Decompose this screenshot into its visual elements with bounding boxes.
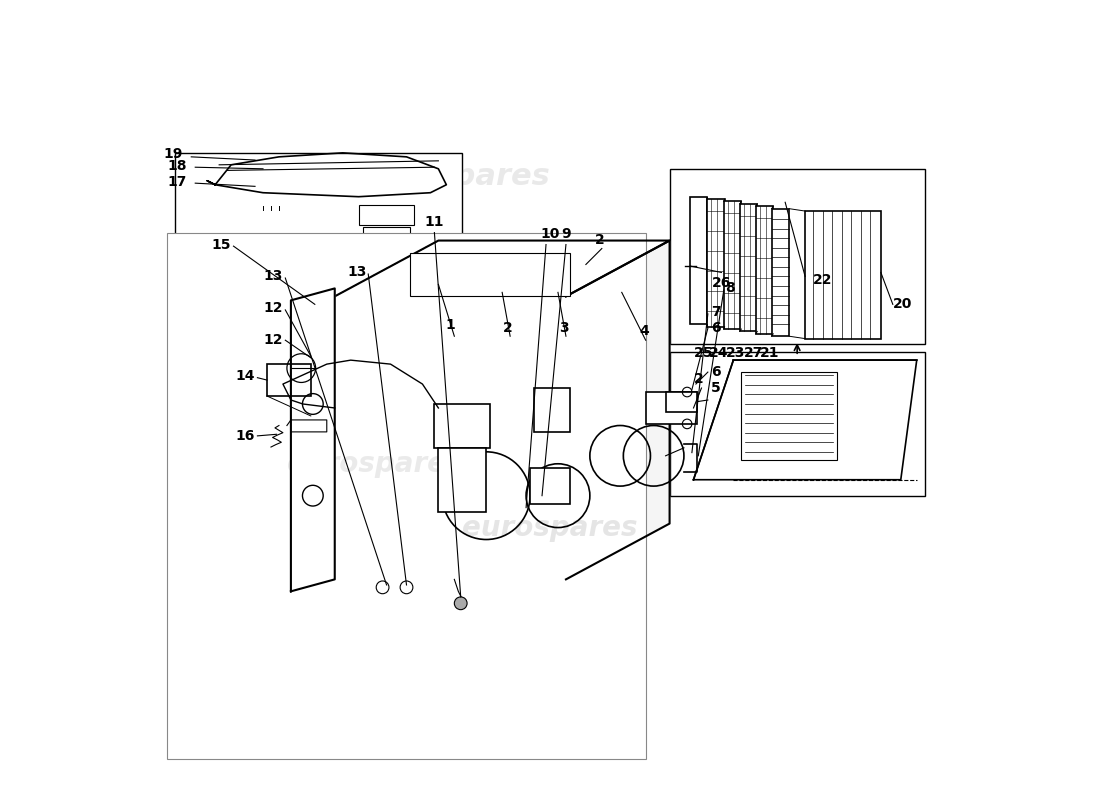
- Polygon shape: [290, 288, 334, 591]
- Text: eurospares: eurospares: [278, 338, 471, 366]
- Text: 27: 27: [744, 346, 763, 360]
- Text: 12: 12: [263, 334, 283, 347]
- Bar: [707, 199, 725, 326]
- Text: 2: 2: [503, 321, 513, 334]
- Bar: [771, 209, 789, 336]
- Bar: [805, 211, 881, 338]
- Bar: [670, 352, 925, 496]
- Bar: [439, 448, 486, 512]
- Text: 10: 10: [540, 226, 560, 241]
- Bar: [741, 372, 837, 460]
- Bar: [334, 296, 565, 579]
- Bar: [535, 388, 570, 432]
- Text: 5: 5: [711, 381, 720, 395]
- Bar: [434, 404, 491, 448]
- Text: 1: 1: [446, 318, 455, 332]
- Text: 23: 23: [726, 346, 746, 360]
- Text: 19: 19: [164, 147, 184, 162]
- Bar: [410, 253, 570, 296]
- Text: 6: 6: [711, 365, 720, 379]
- Text: 8: 8: [725, 282, 735, 295]
- Polygon shape: [334, 241, 670, 296]
- Text: 2: 2: [694, 372, 704, 386]
- Text: eurospares: eurospares: [358, 162, 551, 191]
- Bar: [756, 206, 773, 334]
- Bar: [670, 169, 925, 344]
- Text: 21: 21: [759, 346, 779, 360]
- Text: 12: 12: [263, 302, 283, 315]
- Text: 22: 22: [813, 274, 833, 287]
- Bar: [267, 364, 311, 396]
- Text: 9: 9: [561, 226, 571, 241]
- Text: 26: 26: [712, 277, 732, 290]
- Text: 14: 14: [235, 369, 255, 383]
- Bar: [363, 227, 410, 245]
- Text: 13: 13: [264, 270, 283, 283]
- Text: 15: 15: [211, 238, 231, 251]
- Text: 18: 18: [168, 159, 187, 174]
- Text: 3: 3: [560, 321, 569, 334]
- Polygon shape: [565, 241, 670, 579]
- Text: 13: 13: [348, 266, 366, 279]
- Bar: [739, 204, 757, 331]
- Bar: [167, 233, 646, 758]
- Bar: [530, 468, 570, 504]
- Text: eurospares: eurospares: [517, 290, 711, 319]
- Text: 11: 11: [425, 214, 444, 229]
- Bar: [175, 153, 462, 352]
- Text: 24: 24: [710, 346, 729, 360]
- Text: eurospares: eurospares: [287, 450, 462, 478]
- Text: 17: 17: [168, 175, 187, 190]
- Bar: [359, 205, 415, 225]
- Bar: [690, 197, 707, 324]
- Text: 16: 16: [235, 429, 255, 443]
- Text: 7: 7: [711, 306, 720, 319]
- Text: 4: 4: [639, 324, 649, 338]
- Text: eurospares: eurospares: [462, 514, 638, 542]
- Bar: [724, 202, 741, 329]
- Text: 20: 20: [893, 298, 912, 311]
- Bar: [646, 392, 697, 424]
- Text: 6: 6: [711, 322, 720, 335]
- Bar: [666, 392, 697, 412]
- Text: 25: 25: [694, 346, 714, 360]
- Circle shape: [454, 597, 467, 610]
- Text: 2: 2: [595, 233, 605, 247]
